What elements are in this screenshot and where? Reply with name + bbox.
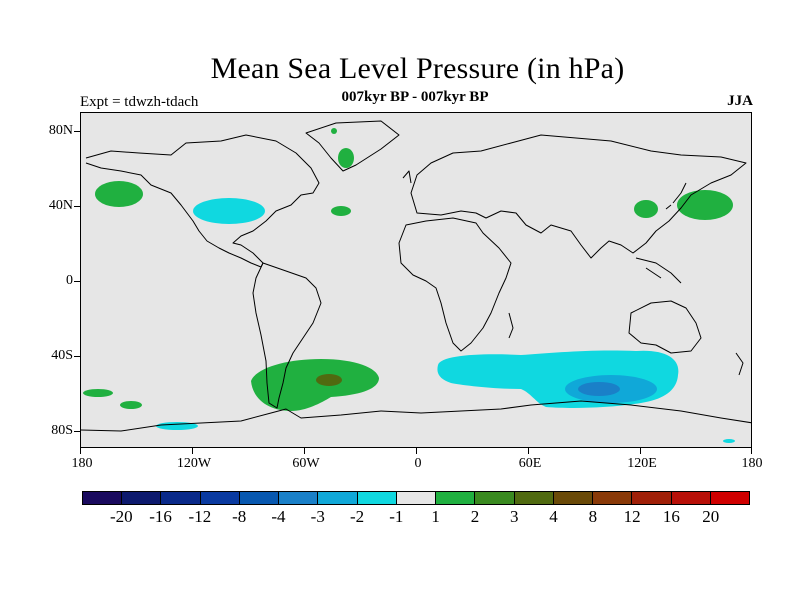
lon-tick [640,448,641,454]
lon-label-60w: 60W [292,456,320,471]
colorbar-label: -16 [149,507,172,526]
colorbar-swatch [239,492,280,504]
lon-label-120w: 120W [176,456,212,471]
colorbar [82,491,750,505]
colorbar-swatch [710,492,749,504]
colorbar-swatch [632,492,672,504]
positive-anomaly-east-asia [634,200,658,218]
colorbar-label: 16 [662,507,680,526]
coast-antarctica [81,400,751,432]
coast-africa [398,217,512,352]
lon-tick [528,448,529,454]
positive-anomaly-south-pacific [83,389,113,397]
colorbar-label: -4 [271,507,286,526]
lon-label-180-east: 180 [741,456,763,471]
colorbar-swatch [318,492,358,504]
colorbar-label: -3 [310,507,325,526]
map-panel [80,112,752,448]
experiment-label: Expt = tdwzh-tdach [80,94,199,110]
coast-japan [665,182,687,210]
colorbar-swatch [396,492,437,504]
negative-anomaly-southern-ocean-core [578,382,620,396]
coast-maritime-continent [635,257,682,284]
coast-uk [402,170,412,184]
lon-tick [751,448,752,454]
lat-label-80s: 80S [51,423,73,438]
anomaly-shading [83,128,735,443]
colorbar-swatch [553,492,594,504]
colorbar-swatch [357,492,397,504]
lon-label-120e: 120E [627,456,657,471]
colorbar-label: 12 [623,507,641,526]
coast-new-zealand [735,352,744,376]
coast-eurasia [410,134,747,259]
negative-anomaly-antarctic-coast [723,439,735,443]
lon-label-0: 0 [414,456,422,471]
lat-label-40s: 40S [51,348,73,363]
positive-anomaly-north-pacific [95,181,143,207]
lon-tick [416,448,417,454]
colorbar-swatch [436,492,476,504]
colorbar-label: -8 [232,507,247,526]
lat-label-40n: 40N [48,198,73,213]
negative-anomaly-north-america [193,198,265,224]
colorbar-swatch [514,492,554,504]
lon-tick [80,448,81,454]
colorbar-label: -2 [349,507,365,526]
positive-anomaly-south-atlantic [251,359,379,411]
coast-north-america [85,134,320,268]
colorbar-label: 8 [588,507,598,526]
lon-label-180-west: 180 [71,456,93,471]
colorbar-swatch [671,492,711,504]
positive-anomaly-northwest-pacific [677,190,733,220]
plot-title: Mean Sea Level Pressure (in hPa) [210,52,625,85]
lat-tick [74,356,80,357]
coastlines [81,120,751,432]
lat-label-equator: 0 [66,273,73,288]
coast-australia [628,300,702,354]
season-label: JJA [727,93,753,109]
positive-anomaly-greenland [338,148,354,168]
positive-anomaly-south-pacific-2 [120,401,142,409]
colorbar-label: 3 [509,507,519,526]
colorbar-label: -20 [109,507,133,526]
lat-tick [74,206,80,207]
colorbar-swatch [122,492,162,504]
colorbar-swatch [161,492,201,504]
positive-anomaly-north-atlantic [331,206,351,216]
colorbar-label: 4 [549,507,558,526]
colorbar-swatch [83,492,123,504]
lat-tick [74,431,80,432]
lat-label-80n: 80N [48,123,73,138]
coast-south-america [252,262,322,409]
lon-label-60e: 60E [518,456,542,471]
coast-greenland [305,120,400,172]
colorbar-swatch [475,492,515,504]
colorbar-label: -1 [389,507,404,526]
colorbar-swatch [593,492,633,504]
colorbar-swatch [200,492,240,504]
colorbar-label: -12 [188,507,212,526]
coast-madagascar [508,312,514,339]
lat-tick [74,131,80,132]
positive-anomaly-arctic [331,128,337,134]
lat-tick [74,281,80,282]
colorbar-label: 20 [702,507,720,526]
world-map [81,120,751,443]
plot-subtitle: 007kyr BP - 007kyr BP [341,89,489,105]
colorbar-label: 1 [431,507,440,526]
positive-anomaly-south-atlantic-core [316,374,342,386]
colorbar-swatch [279,492,319,504]
colorbar-label: 2 [470,507,480,526]
lon-tick [192,448,193,454]
lon-tick [304,448,305,454]
